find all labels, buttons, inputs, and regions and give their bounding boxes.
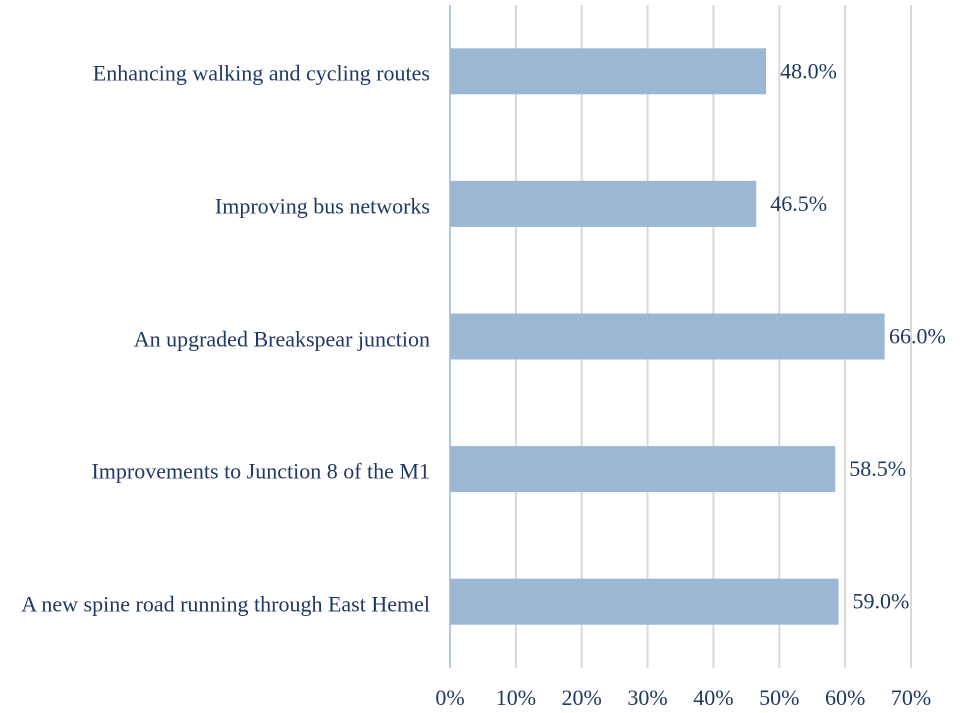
value-label: 59.0% — [853, 589, 910, 614]
x-tick-label: 60% — [825, 685, 865, 710]
x-tick-label: 30% — [627, 685, 667, 710]
category-label: Enhancing walking and cycling routes — [92, 60, 430, 86]
value-label: 66.0% — [889, 324, 946, 349]
x-tick-label: 0% — [435, 685, 464, 710]
bar — [450, 48, 767, 95]
x-tick-label: 50% — [759, 685, 799, 710]
value-label: 48.0% — [780, 58, 837, 83]
category-label: Improving bus networks — [214, 193, 430, 219]
x-tick-label: 70% — [891, 685, 931, 710]
category-label: An upgraded Breakspear junction — [133, 326, 430, 351]
bar — [450, 313, 885, 360]
bar — [450, 180, 757, 227]
value-label: 58.5% — [849, 456, 906, 481]
x-tick-label: 20% — [562, 685, 602, 710]
x-tick-label: 40% — [693, 685, 733, 710]
value-label: 46.5% — [770, 191, 827, 216]
bar — [450, 578, 839, 625]
bar — [450, 446, 836, 493]
category-label: A new spine road running through East He… — [21, 591, 430, 617]
x-tick-label: 10% — [496, 685, 536, 710]
category-label: Improvements to Junction 8 of the M1 — [91, 458, 430, 484]
